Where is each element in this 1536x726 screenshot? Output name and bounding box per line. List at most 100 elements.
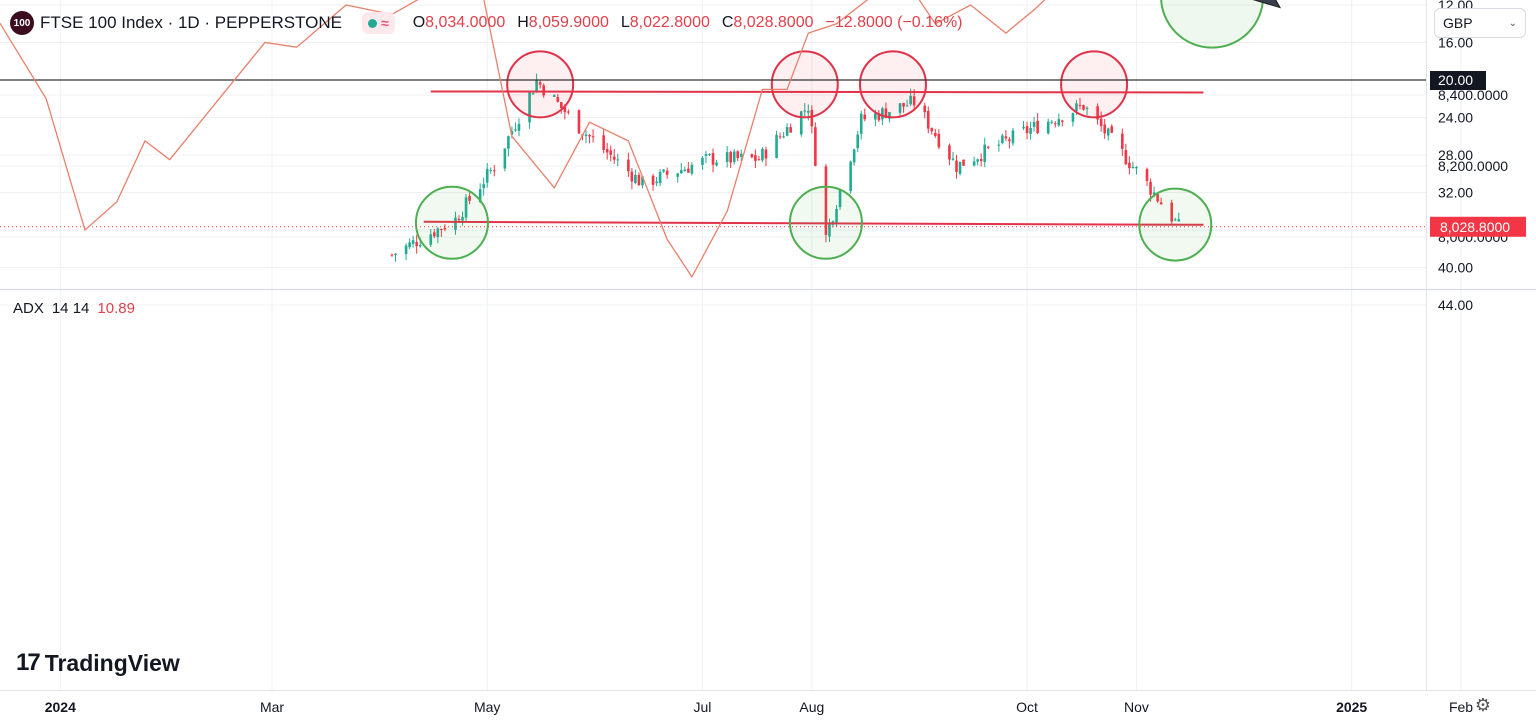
candle-body bbox=[454, 217, 457, 230]
candle-body bbox=[782, 136, 785, 138]
adx-line bbox=[0, 0, 1046, 279]
candle-body bbox=[1050, 121, 1054, 123]
candle-body bbox=[612, 156, 616, 160]
candle-body bbox=[711, 153, 715, 165]
resistance-circle bbox=[858, 50, 927, 119]
symbol-title[interactable]: FTSE 100 Index · 1D · PEPPERSTONE bbox=[40, 13, 343, 32]
candle-body bbox=[979, 159, 983, 162]
candle-body bbox=[616, 159, 620, 161]
threshold-label: 20.00 bbox=[1438, 72, 1473, 88]
candle-body bbox=[955, 160, 958, 172]
currency-select[interactable]: GBP ⌄ bbox=[1434, 8, 1526, 38]
adx-legend[interactable]: ADX 14 14 10.89 bbox=[13, 300, 135, 317]
candle-body bbox=[859, 113, 863, 134]
candle-body bbox=[976, 159, 979, 162]
market-status[interactable]: ≈ bbox=[362, 12, 395, 34]
candle-body bbox=[1170, 202, 1174, 222]
candle-body bbox=[542, 85, 545, 96]
candle-body bbox=[492, 170, 496, 172]
candle-body bbox=[757, 159, 761, 161]
candle-body bbox=[1061, 120, 1064, 122]
candle-body bbox=[704, 154, 708, 156]
candle-body bbox=[676, 173, 680, 177]
candle-body bbox=[1173, 219, 1177, 221]
candle-body bbox=[658, 171, 662, 183]
candle-body bbox=[789, 127, 792, 133]
adx-pane bbox=[0, 0, 1426, 279]
time-tick-label: 2024 bbox=[45, 699, 76, 715]
candle-body bbox=[983, 144, 987, 162]
chart-header: 100 FTSE 100 Index · 1D · PEPPERSTONE ≈ … bbox=[10, 10, 963, 36]
candle-body bbox=[863, 114, 867, 120]
settings-gear-icon[interactable]: ⚙ bbox=[1474, 694, 1492, 715]
candle-body bbox=[852, 149, 856, 163]
candle-body bbox=[683, 169, 687, 172]
candle-body bbox=[754, 155, 757, 161]
candle-body bbox=[485, 168, 489, 183]
adx-tick-label: 32.00 bbox=[1438, 185, 1473, 201]
candle-body bbox=[552, 95, 556, 97]
candle-body bbox=[627, 159, 630, 172]
candle-body bbox=[838, 189, 842, 208]
ftse100-logo: 100 bbox=[10, 11, 34, 35]
candle-body bbox=[1121, 133, 1124, 149]
time-tick-label: Mar bbox=[260, 699, 284, 715]
candle-body bbox=[1085, 107, 1089, 110]
candle-body bbox=[591, 136, 595, 138]
candle-body bbox=[849, 161, 852, 192]
candle-body bbox=[457, 218, 461, 221]
candle-body bbox=[503, 148, 507, 169]
adx-tick-label: 40.00 bbox=[1438, 260, 1473, 276]
candle-body bbox=[556, 97, 560, 102]
candle-body bbox=[729, 151, 732, 163]
resistance-circle bbox=[506, 50, 575, 119]
candle-body bbox=[408, 242, 411, 248]
tradingview-logo[interactable]: 17 TradingView bbox=[16, 649, 180, 676]
candle-body bbox=[584, 134, 588, 137]
candle-body bbox=[1106, 128, 1110, 136]
candle-body bbox=[881, 108, 884, 120]
support-circle bbox=[788, 185, 863, 260]
candle-body bbox=[1001, 135, 1004, 143]
candle-body bbox=[1103, 124, 1106, 134]
candle-body bbox=[588, 134, 591, 137]
candle-body bbox=[739, 153, 743, 157]
adx-tick-label: 28.00 bbox=[1438, 147, 1473, 163]
resistance-line bbox=[430, 90, 1204, 94]
candle-body bbox=[764, 149, 768, 159]
candle-body bbox=[1177, 219, 1181, 222]
ohlc-readout: O8,034.0000 H8,059.9000 L8,022.8000 C8,0… bbox=[412, 14, 963, 31]
adx-tick-label: 24.00 bbox=[1438, 110, 1473, 126]
price-tick-label: 8,200.0000 bbox=[1438, 158, 1508, 174]
candle-body bbox=[433, 232, 436, 237]
candle-body bbox=[923, 105, 927, 113]
candle-body bbox=[1145, 169, 1149, 182]
candle-body bbox=[972, 161, 976, 166]
market-open-icon bbox=[368, 18, 378, 28]
candle-body bbox=[824, 166, 828, 235]
candle-body bbox=[1128, 162, 1131, 169]
candle-body bbox=[1110, 126, 1114, 133]
candle-body bbox=[810, 109, 814, 127]
price-candles bbox=[390, 73, 1181, 262]
price-annotations bbox=[0, 50, 1426, 262]
candle-body bbox=[1159, 202, 1163, 205]
candle-body bbox=[1032, 122, 1036, 127]
candle-body bbox=[560, 102, 563, 108]
candle-body bbox=[1124, 150, 1128, 165]
candle-body bbox=[962, 159, 965, 166]
candle-body bbox=[634, 174, 637, 183]
resistance-circle bbox=[770, 50, 839, 119]
adx-highlight-circle bbox=[1160, 0, 1264, 49]
candle-body bbox=[1082, 105, 1085, 110]
candle-body bbox=[411, 240, 415, 244]
candle-body bbox=[679, 170, 683, 174]
time-tick-label: Aug bbox=[799, 699, 824, 715]
candle-body bbox=[884, 108, 888, 118]
time-tick-label: Nov bbox=[1124, 699, 1149, 715]
candle-body bbox=[701, 157, 704, 165]
candle-body bbox=[535, 80, 538, 92]
candle-body bbox=[687, 168, 690, 173]
candle-body bbox=[799, 111, 803, 135]
